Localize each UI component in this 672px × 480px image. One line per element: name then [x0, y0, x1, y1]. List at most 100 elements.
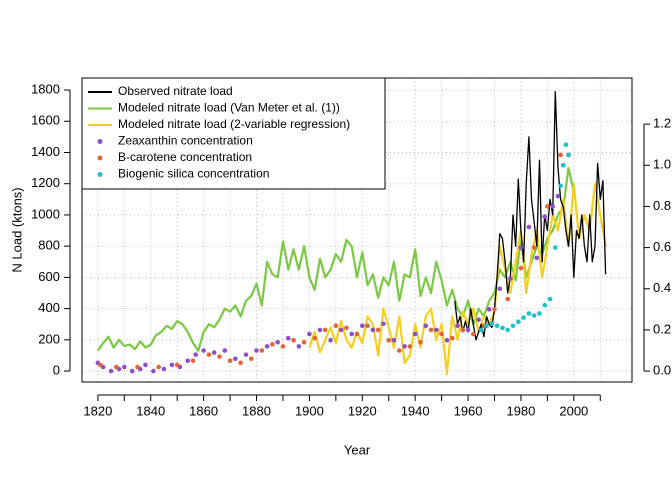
data-point	[381, 321, 386, 327]
data-point	[542, 214, 548, 220]
data-point	[428, 327, 434, 333]
data-point	[301, 339, 307, 345]
data-point	[494, 323, 500, 329]
plot-series	[95, 90, 607, 376]
legend-box	[81, 77, 386, 190]
y-tick-label: 1200	[31, 175, 60, 190]
data-point	[555, 193, 561, 199]
data-point	[296, 344, 302, 349]
data-point	[349, 331, 355, 337]
data-point	[243, 352, 249, 357]
x-tick-label: 1920	[348, 403, 377, 418]
data-point	[484, 323, 489, 329]
data-point	[558, 152, 563, 158]
data-point	[526, 224, 532, 230]
data-point	[129, 368, 135, 374]
data-point	[370, 327, 376, 333]
y2-tick-label: 0.8	[653, 198, 671, 213]
data-point	[354, 331, 360, 337]
data-point	[322, 327, 328, 333]
data-point	[275, 339, 280, 345]
x-tick-label: 1960	[454, 403, 483, 418]
data-point	[518, 265, 524, 271]
data-point	[307, 331, 312, 337]
data-point	[439, 331, 444, 337]
x-tick-label: 1980	[506, 403, 535, 418]
data-point	[486, 307, 492, 312]
data-point	[254, 348, 259, 353]
data-point	[505, 327, 511, 333]
data-point	[550, 204, 555, 209]
y-tick-label: 1800	[31, 81, 60, 96]
data-point	[460, 327, 466, 333]
x-tick-label: 1900	[295, 403, 324, 418]
data-line	[308, 182, 607, 376]
x-tick-label: 2000	[559, 403, 588, 418]
data-point	[151, 368, 156, 374]
data-point	[542, 302, 548, 308]
x-tick-label: 1860	[189, 403, 218, 418]
data-point	[190, 358, 196, 364]
legend-label: Observed nitrate load	[118, 84, 233, 98]
data-point	[135, 364, 140, 370]
data-point	[478, 327, 484, 333]
data-point	[217, 354, 222, 359]
data-point	[185, 358, 191, 364]
legend-label: Biogenic silica concentration	[118, 167, 269, 181]
legend-swatch	[97, 172, 103, 177]
data-point	[397, 348, 402, 353]
data-point	[518, 245, 524, 250]
y2-tick-label: 1.2	[653, 116, 671, 131]
data-point	[566, 152, 571, 158]
data-point	[222, 348, 228, 353]
data-point	[492, 307, 497, 312]
data-point	[558, 183, 563, 189]
y2-tick-label: 0.4	[653, 280, 671, 295]
data-point	[359, 323, 365, 329]
data-point	[418, 339, 423, 345]
data-point	[547, 296, 553, 302]
data-point	[312, 335, 317, 341]
data-point	[444, 337, 450, 343]
legend-label: B-carotene concentration	[118, 150, 252, 164]
data-point	[156, 364, 161, 370]
data-point	[407, 344, 413, 349]
y-tick-label: 1000	[31, 206, 60, 221]
data-point	[333, 323, 339, 329]
y-tick-label: 800	[38, 238, 60, 253]
y-tick-label: 200	[38, 331, 60, 346]
legend-swatch	[97, 139, 103, 144]
data-point	[434, 327, 439, 333]
y2-tick-label: 0.0	[653, 363, 671, 378]
data-point	[545, 204, 550, 209]
data-point	[365, 323, 370, 329]
data-point	[108, 368, 114, 374]
data-point	[531, 245, 537, 250]
data-point	[465, 327, 471, 333]
data-point	[328, 337, 333, 343]
data-point	[169, 362, 175, 368]
data-point	[285, 335, 291, 341]
y-tick-label: 0	[53, 363, 60, 378]
data-point	[211, 350, 217, 355]
data-point	[344, 325, 349, 331]
y2-tick-label: 0.6	[653, 239, 671, 254]
data-point	[563, 142, 569, 147]
data-point	[206, 352, 212, 357]
data-point	[526, 311, 532, 316]
data-point	[386, 337, 392, 343]
data-point	[531, 313, 537, 318]
data-point	[264, 344, 270, 349]
legend: Observed nitrate load Modeled nitrate loa…	[81, 77, 386, 190]
data-point	[560, 162, 566, 168]
y-tick-label: 1600	[31, 113, 60, 128]
data-point	[248, 356, 254, 362]
legend-label: Modeled nitrate load (Van Meter et al. (…	[118, 101, 340, 115]
data-point	[489, 321, 495, 327]
y-tick-label: 600	[38, 269, 60, 284]
data-point	[476, 317, 481, 322]
data-point	[423, 323, 429, 329]
y-axis-title: N Load (ktons)	[9, 187, 24, 272]
